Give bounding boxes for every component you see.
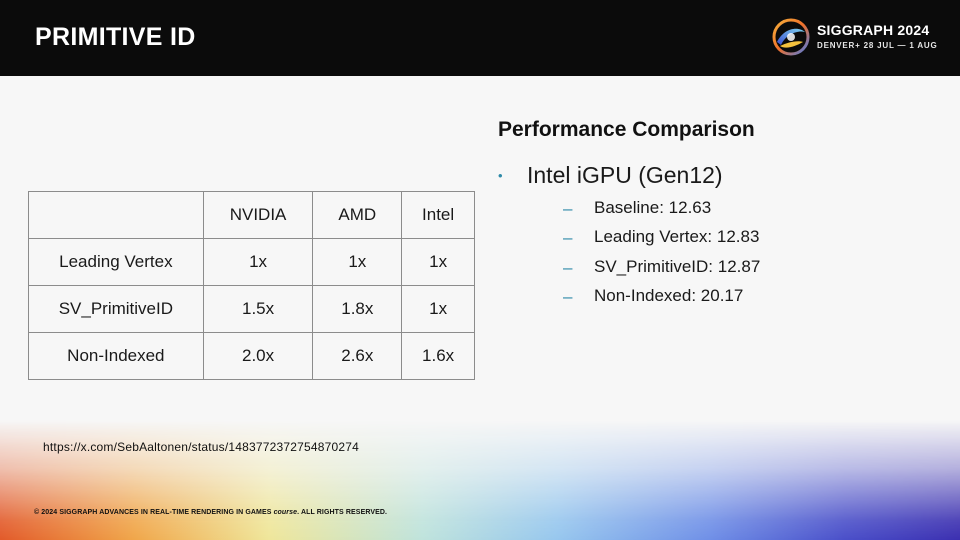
- sub-bullet-text: Leading Vertex: 12.83: [594, 227, 760, 247]
- table-corner-cell: [28, 191, 204, 239]
- table-cell: 1x: [401, 285, 475, 333]
- table-cell: 1x: [401, 238, 475, 286]
- table-cell: 2.0x: [202, 332, 314, 380]
- header-bar: PRIMITIVE ID SIGGRAPH 2024 DENVER+ 28 JU…: [0, 0, 960, 76]
- siggraph-logo: SIGGRAPH 2024 DENVER+ 28 JUL — 1 AUG: [772, 16, 952, 60]
- bullet-text: Intel iGPU (Gen12): [527, 162, 723, 188]
- row-label: Leading Vertex: [28, 238, 204, 286]
- copyright-notice: © 2024 SIGGRAPH ADVANCES IN REAL-TIME RE…: [34, 509, 387, 516]
- table-cell: 1.8x: [312, 285, 403, 333]
- footer-gradient: [0, 420, 960, 540]
- logo-subtitle: DENVER+ 28 JUL — 1 AUG: [817, 41, 938, 50]
- dash-icon: –: [563, 199, 573, 218]
- row-label: Non-Indexed: [28, 332, 204, 380]
- performance-table: NVIDIA AMD Intel Leading Vertex 1x 1x 1x…: [28, 191, 475, 380]
- bullet-dot-icon: •: [498, 168, 503, 183]
- table-cell: 1.5x: [202, 285, 314, 333]
- table-cell: 1x: [312, 238, 403, 286]
- source-link[interactable]: https://x.com/SebAaltonen/status/1483772…: [43, 440, 359, 454]
- column-header-intel: Intel: [401, 191, 475, 239]
- logo-name: SIGGRAPH 2024: [817, 22, 930, 38]
- table-header-row: NVIDIA AMD Intel: [28, 191, 475, 239]
- sub-bullet-text: Baseline: 12.63: [594, 198, 712, 217]
- copyright-suffix: . ALL RIGHTS RESERVED.: [297, 509, 388, 516]
- siggraph-logo-icon: [772, 18, 810, 56]
- row-label: SV_PrimitiveID: [28, 285, 204, 333]
- copyright-prefix: © 2024 SIGGRAPH ADVANCES IN REAL-TIME RE…: [34, 509, 274, 516]
- slide-title: PRIMITIVE ID: [35, 23, 196, 51]
- column-header-nvidia: NVIDIA: [202, 191, 314, 239]
- sub-bullet-text: SV_PrimitiveID: 12.87: [594, 256, 761, 276]
- copyright-course: course: [273, 509, 298, 516]
- sub-bullet-text: Non-Indexed: 20.17: [594, 285, 744, 305]
- table-cell: 1x: [202, 238, 314, 286]
- table-row: Non-Indexed 2.0x 2.6x 1.6x: [28, 332, 475, 380]
- table-cell: 2.6x: [312, 332, 403, 380]
- table-row: Leading Vertex 1x 1x 1x: [28, 238, 475, 286]
- dash-icon: –: [563, 286, 573, 306]
- dash-icon: –: [563, 257, 573, 277]
- dash-icon: –: [563, 228, 573, 248]
- table-row: SV_PrimitiveID 1.5x 1.8x 1x: [28, 285, 475, 333]
- table-cell: 1.6x: [401, 332, 475, 380]
- column-header-amd: AMD: [312, 191, 403, 239]
- section-title: Performance Comparison: [498, 118, 755, 141]
